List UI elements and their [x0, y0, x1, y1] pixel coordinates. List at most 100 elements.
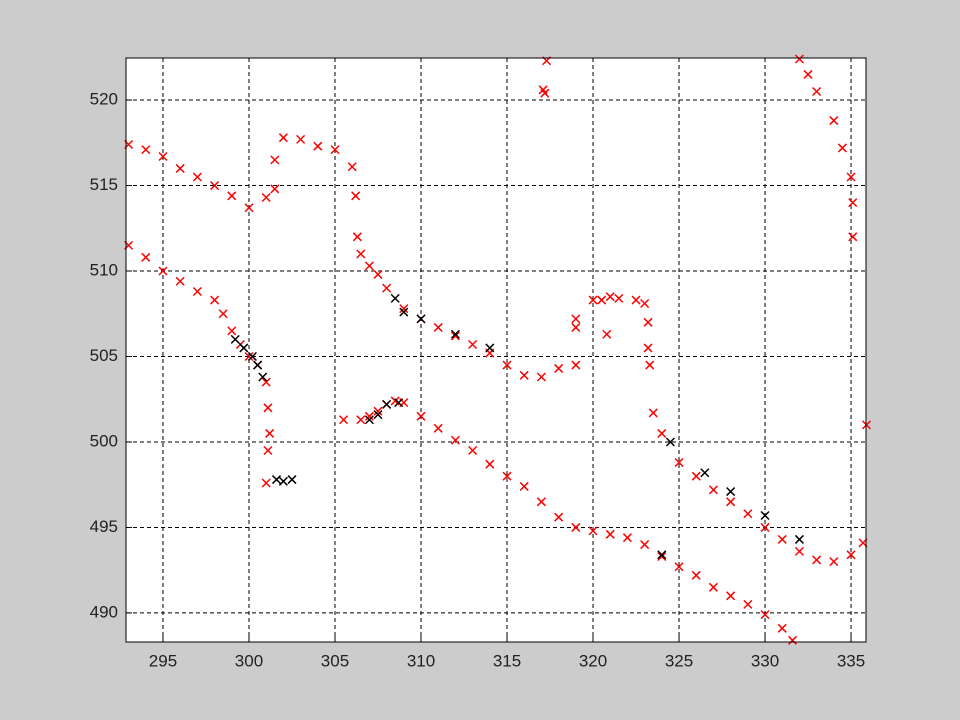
marker — [270, 184, 280, 194]
marker — [700, 468, 710, 478]
marker — [390, 293, 400, 303]
marker — [244, 203, 254, 213]
marker — [743, 599, 753, 609]
y-tick-label: 500 — [90, 431, 118, 450]
y-tick-label: 505 — [90, 346, 118, 365]
marker — [640, 298, 650, 309]
marker — [261, 377, 271, 387]
x-tick-label: 335 — [837, 651, 865, 670]
marker — [665, 437, 675, 447]
marker — [777, 534, 787, 544]
marker — [848, 232, 858, 242]
marker — [540, 88, 550, 98]
marker — [433, 423, 443, 433]
marker — [141, 145, 151, 155]
marker — [848, 198, 858, 208]
marker — [356, 249, 366, 259]
marker — [416, 314, 426, 324]
marker — [352, 232, 362, 242]
marker — [645, 360, 655, 370]
marker — [416, 411, 426, 421]
marker — [253, 360, 263, 370]
marker — [614, 293, 624, 303]
y-tick-label: 510 — [90, 261, 118, 280]
marker — [691, 471, 701, 481]
marker — [674, 457, 684, 468]
marker — [485, 459, 495, 469]
x-tick-label: 310 — [407, 651, 435, 670]
marker — [571, 314, 581, 324]
marker — [247, 351, 257, 362]
marker — [175, 276, 185, 286]
marker — [141, 252, 151, 262]
marker — [605, 529, 615, 539]
marker — [192, 172, 202, 182]
marker — [554, 363, 564, 373]
marker — [356, 415, 366, 425]
marker — [373, 406, 383, 416]
marker — [631, 295, 641, 305]
marker — [571, 522, 581, 532]
marker — [485, 343, 495, 353]
marker — [261, 478, 271, 488]
marker — [640, 540, 650, 550]
marker — [708, 485, 718, 495]
marker — [829, 557, 839, 567]
marker — [468, 339, 478, 350]
marker — [861, 420, 872, 430]
axes-box — [125, 57, 867, 643]
marker — [450, 331, 460, 341]
marker — [244, 351, 254, 362]
marker — [794, 546, 804, 556]
x-tick-label: 315 — [493, 651, 521, 670]
marker — [218, 309, 228, 319]
marker — [597, 295, 607, 305]
x-tick-label: 320 — [579, 651, 607, 670]
marker — [588, 526, 598, 536]
marker — [726, 487, 736, 497]
marker — [622, 533, 632, 543]
marker — [571, 360, 581, 370]
marker — [502, 360, 512, 370]
marker — [643, 317, 653, 327]
x-tick-label: 305 — [321, 651, 349, 670]
marker — [278, 476, 288, 486]
marker — [399, 307, 409, 317]
marker — [726, 591, 736, 601]
marker — [760, 510, 770, 521]
x-tick-label: 295 — [149, 651, 177, 670]
marker — [519, 370, 529, 380]
marker — [270, 155, 280, 165]
marker — [502, 471, 512, 481]
marker — [227, 326, 237, 336]
marker — [192, 287, 202, 297]
marker — [812, 86, 822, 97]
marker — [394, 398, 404, 408]
marker — [674, 562, 684, 572]
marker — [382, 283, 392, 293]
marker — [788, 635, 798, 645]
y-tick-label: 490 — [90, 602, 118, 621]
marker — [468, 445, 478, 456]
marker — [657, 428, 667, 438]
marker — [271, 475, 282, 485]
marker — [296, 134, 306, 144]
marker — [227, 191, 237, 201]
x-tick-label: 325 — [665, 651, 693, 670]
marker — [175, 163, 185, 173]
marker — [691, 570, 701, 580]
marker — [258, 372, 268, 382]
y-tick-label: 520 — [90, 90, 118, 109]
marker — [812, 555, 822, 565]
marker — [399, 304, 409, 314]
marker — [554, 512, 564, 522]
marker — [210, 295, 220, 305]
marker — [803, 69, 813, 79]
marker — [657, 550, 667, 560]
x-tick-label: 330 — [751, 651, 779, 670]
marker — [158, 151, 168, 162]
y-tick-label: 495 — [90, 517, 118, 536]
marker — [743, 509, 753, 519]
marker — [519, 481, 529, 491]
